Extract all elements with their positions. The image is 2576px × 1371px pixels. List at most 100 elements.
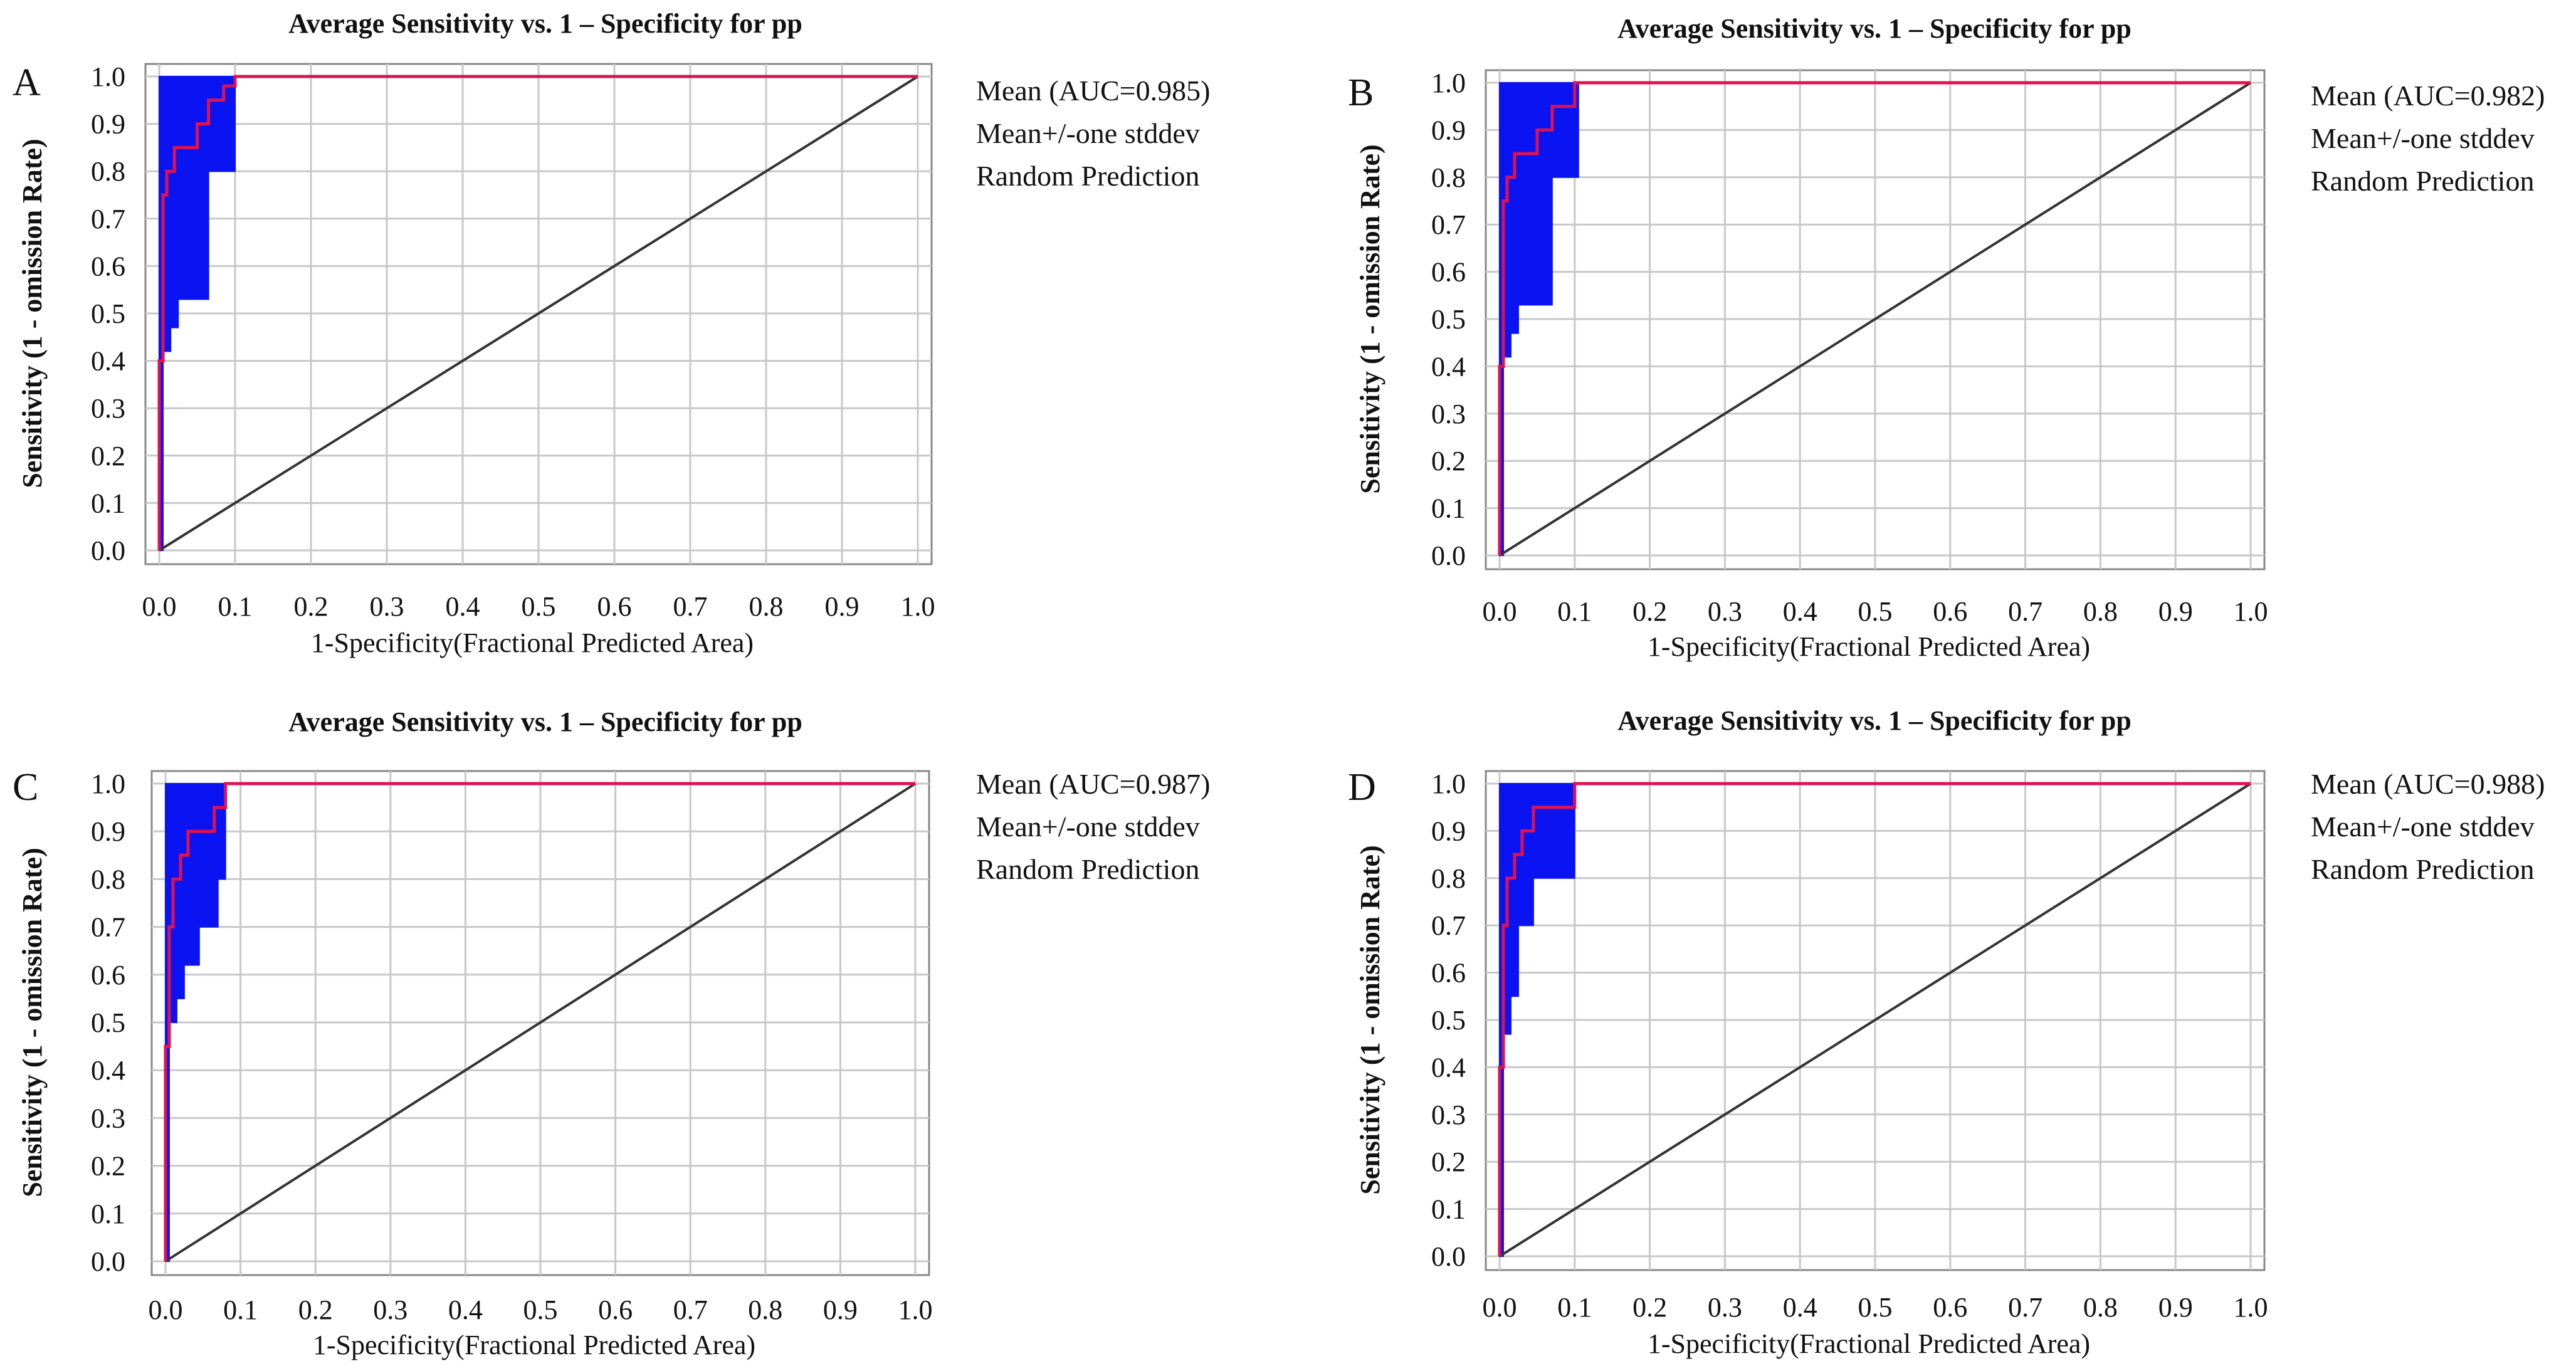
- y-tick-label: 0.4: [1431, 1052, 1466, 1083]
- legend-entry: Mean (AUC=0.985): [976, 75, 1210, 107]
- y-tick-label: 0.8: [1431, 162, 1466, 193]
- legend-entry: Mean+/-one stddev: [2311, 122, 2535, 154]
- y-tick-label: 0.3: [91, 393, 125, 424]
- x-tick-label: 0.1: [223, 1295, 258, 1325]
- x-tick-label: 0.2: [1632, 596, 1667, 627]
- y-tick-label: 0.0: [1431, 540, 1466, 571]
- y-tick-label: 0.3: [1431, 399, 1466, 429]
- y-tick-label: 0.7: [91, 204, 125, 234]
- x-tick-label: 0.8: [749, 591, 784, 622]
- x-tick-label: 0.0: [1483, 596, 1517, 627]
- mean-roc-line: [1498, 81, 2251, 555]
- x-tick-label: 1.0: [2234, 1292, 2268, 1323]
- roc-panel-d: Average Sensitivity vs. 1 – Specificity …: [1348, 705, 2545, 1359]
- mean-roc-line: [157, 75, 918, 550]
- chart-title: Average Sensitivity vs. 1 – Specificity …: [1617, 13, 2132, 44]
- x-axis-label: 1-Specificity(Fractional Predicted Area): [313, 1330, 755, 1360]
- y-tick-label: 0.5: [1431, 304, 1466, 335]
- y-tick-label: 0.5: [91, 1007, 125, 1038]
- y-tick-label: 0.0: [91, 535, 125, 566]
- panel-label: B: [1348, 71, 1374, 114]
- x-tick-label: 0.1: [1557, 1292, 1592, 1323]
- x-tick-label: 0.8: [2083, 596, 2118, 627]
- x-tick-label: 0.7: [673, 591, 708, 622]
- roc-panel-c: Average Sensitivity vs. 1 – Specificity …: [13, 707, 1210, 1360]
- y-tick-label: 0.2: [1431, 1147, 1466, 1177]
- x-tick-label: 0.1: [1557, 596, 1592, 627]
- y-tick-label: 0.0: [91, 1246, 125, 1277]
- y-tick-label: 0.8: [91, 864, 125, 895]
- y-tick-label: 0.3: [1431, 1100, 1466, 1130]
- x-tick-label: 0.6: [1933, 596, 1967, 627]
- x-tick-label: 0.2: [294, 591, 329, 622]
- random-prediction-line: [1498, 782, 2252, 1258]
- legend-entry: Random Prediction: [2311, 853, 2534, 885]
- y-tick-label: 0.6: [91, 251, 125, 281]
- x-axis-label: 1-Specificity(Fractional Predicted Area): [1648, 631, 2090, 662]
- y-tick-label: 0.2: [1431, 446, 1466, 476]
- mean-roc-line: [1498, 782, 2251, 1256]
- legend-entry: Random Prediction: [976, 160, 1199, 192]
- y-tick-label: 0.9: [91, 109, 125, 140]
- x-tick-label: 0.4: [446, 591, 480, 622]
- y-tick-label: 0.4: [91, 1055, 125, 1086]
- y-axis-label: Sensitivity (1 - omission Rate): [17, 848, 48, 1197]
- legend-entry: Random Prediction: [976, 853, 1199, 885]
- legend-entry: Mean (AUC=0.988): [2311, 768, 2545, 800]
- x-tick-label: 0.3: [373, 1295, 407, 1325]
- y-tick-label: 0.7: [1431, 209, 1466, 240]
- y-tick-label: 0.1: [91, 488, 125, 518]
- y-tick-label: 0.2: [91, 1151, 125, 1182]
- y-tick-label: 0.4: [91, 346, 125, 377]
- y-tick-label: 0.9: [1431, 816, 1466, 846]
- x-tick-label: 0.5: [1858, 596, 1893, 627]
- y-tick-label: 0.9: [91, 816, 125, 847]
- x-tick-label: 0.7: [2008, 596, 2042, 627]
- x-tick-label: 0.7: [2008, 1292, 2042, 1323]
- panel-label: C: [13, 766, 38, 809]
- legend-entry: Mean (AUC=0.982): [2311, 80, 2545, 112]
- chart-title: Average Sensitivity vs. 1 – Specificity …: [288, 8, 802, 39]
- y-tick-label: 0.7: [91, 912, 125, 943]
- y-tick-label: 0.1: [1431, 1194, 1466, 1225]
- y-tick-label: 1.0: [91, 769, 125, 799]
- x-tick-label: 0.6: [1933, 1292, 1967, 1323]
- random-prediction-line: [158, 75, 919, 552]
- random-prediction-line: [1498, 81, 2252, 557]
- x-tick-label: 0.2: [1632, 1292, 1667, 1323]
- y-tick-label: 0.6: [1431, 257, 1466, 288]
- legend-entry: Random Prediction: [2311, 165, 2534, 197]
- x-axis-label: 1-Specificity(Fractional Predicted Area): [311, 628, 754, 658]
- y-axis-label: Sensitivity (1 - omission Rate): [17, 139, 48, 488]
- y-tick-label: 0.5: [91, 298, 125, 329]
- x-tick-label: 0.9: [825, 591, 860, 622]
- x-tick-label: 0.0: [149, 1295, 183, 1325]
- y-tick-label: 0.1: [91, 1199, 125, 1229]
- y-tick-label: 1.0: [1431, 68, 1466, 98]
- y-tick-label: 0.3: [91, 1103, 125, 1133]
- legend-entry: Mean+/-one stddev: [2311, 811, 2535, 843]
- x-tick-label: 1.0: [898, 1295, 933, 1325]
- random-prediction-line: [164, 782, 917, 1263]
- x-tick-label: 1.0: [2234, 596, 2268, 627]
- panel-label: D: [1348, 766, 1376, 809]
- roc-panel-a: Average Sensitivity vs. 1 – Specificity …: [13, 8, 1210, 658]
- y-tick-label: 0.5: [1431, 1005, 1466, 1036]
- panel-label: A: [13, 61, 41, 104]
- x-tick-label: 0.0: [142, 591, 177, 622]
- x-tick-label: 0.3: [370, 591, 404, 622]
- y-axis-label: Sensitivity (1 - omission Rate): [1355, 845, 1385, 1194]
- chart-title: Average Sensitivity vs. 1 – Specificity …: [1617, 705, 2132, 736]
- y-tick-label: 0.8: [91, 156, 125, 187]
- y-tick-label: 0.4: [1431, 351, 1466, 382]
- x-tick-label: 0.0: [1483, 1292, 1517, 1323]
- x-tick-label: 0.9: [2158, 1292, 2193, 1323]
- x-tick-label: 0.8: [748, 1295, 782, 1325]
- x-tick-label: 0.8: [2083, 1292, 2118, 1323]
- x-axis-label: 1-Specificity(Fractional Predicted Area): [1648, 1328, 2090, 1359]
- x-tick-label: 0.9: [2158, 596, 2193, 627]
- x-tick-label: 0.5: [1858, 1292, 1893, 1323]
- x-tick-label: 0.3: [1708, 1292, 1742, 1323]
- x-tick-label: 0.4: [1783, 1292, 1817, 1323]
